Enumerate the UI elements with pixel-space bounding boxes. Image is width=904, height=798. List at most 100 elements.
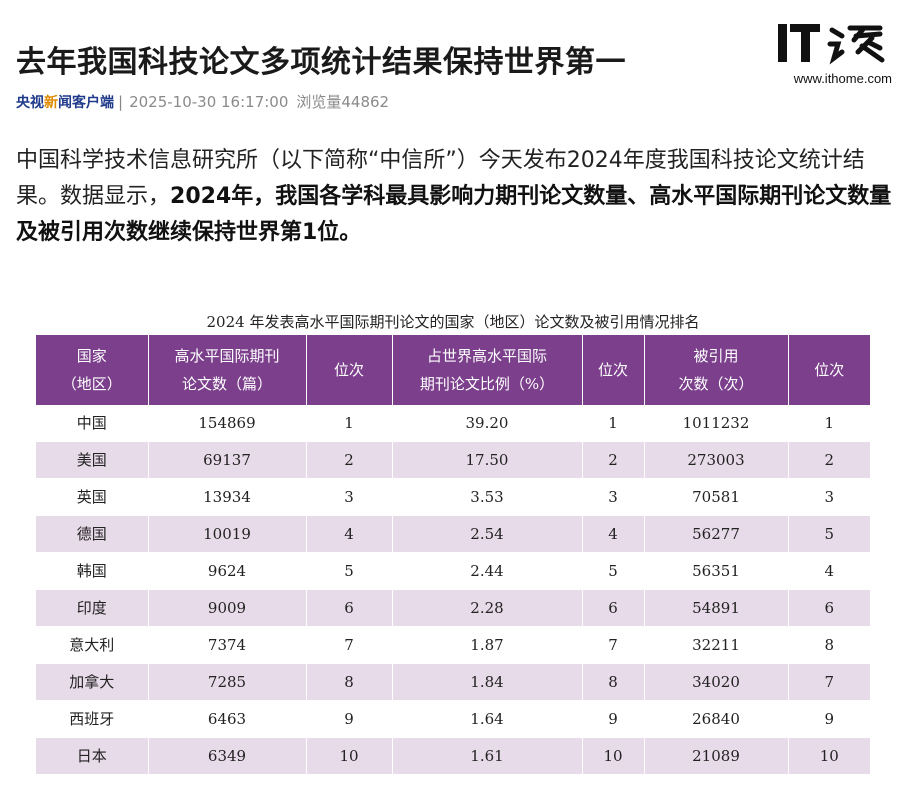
table-row: 意大利 7374 7 1.87 7 32211 8 xyxy=(36,626,870,664)
table-cell: 9 xyxy=(788,700,870,738)
table-cell: 4 xyxy=(582,515,645,553)
table-cell: 8 xyxy=(306,663,393,701)
table-cell: 10019 xyxy=(148,515,307,553)
table-cell: 1.87 xyxy=(392,626,583,664)
table-cell: 1.61 xyxy=(392,737,583,775)
lead-bold-text: 2024年，我国各学科最具影响力期刊论文数量、高水平国际期刊论文数量及被引用次数… xyxy=(16,184,892,245)
table-cell: 3.53 xyxy=(392,478,583,516)
column-header-line: 次数（次） xyxy=(678,375,754,393)
table-caption: 2024 年发表高水平国际期刊论文的国家（地区）论文数及被引用情况排名 xyxy=(206,313,700,331)
table-cell: 1 xyxy=(306,405,393,442)
column-header: 位次 xyxy=(582,335,645,405)
country-cell: 德国 xyxy=(36,515,149,553)
table-cell: 10 xyxy=(306,737,393,775)
table-cell: 5 xyxy=(306,552,393,590)
table-cell: 7 xyxy=(788,663,870,701)
table-cell: 34020 xyxy=(644,663,789,701)
table-cell: 1011232 xyxy=(644,405,789,442)
table-cell: 8 xyxy=(582,663,645,701)
table-row: 德国 10019 4 2.54 4 56277 5 xyxy=(36,515,870,553)
source-name-part1[interactable]: 央视 xyxy=(16,95,44,111)
table-cell: 70581 xyxy=(644,478,789,516)
table-row: 中国 154869 1 39.20 1 1011232 1 xyxy=(36,405,870,442)
table-cell: 1 xyxy=(788,405,870,442)
table-cell: 6349 xyxy=(148,737,307,775)
table-cell: 7285 xyxy=(148,663,307,701)
table-body: 中国 154869 1 39.20 1 1011232 1 美国 69137 2 17.50 2 273… xyxy=(36,405,870,775)
column-header-line: 被引用 xyxy=(693,347,739,365)
source-name-part2[interactable]: 闻客户端 xyxy=(58,95,114,111)
table-row: 加拿大 7285 8 1.84 8 34020 7 xyxy=(36,663,870,701)
table-row: 日本 6349 10 1.61 10 21089 10 xyxy=(36,737,870,775)
table-cell: 1.84 xyxy=(392,663,583,701)
country-cell: 意大利 xyxy=(36,626,149,664)
country-cell: 美国 xyxy=(36,441,149,479)
table-cell: 17.50 xyxy=(392,441,583,479)
table-cell: 4 xyxy=(788,552,870,590)
table-cell: 54891 xyxy=(644,589,789,627)
column-header: 占世界高水平国际 期刊论文比例（%） xyxy=(392,335,583,405)
table-row: 西班牙 6463 9 1.64 9 26840 9 xyxy=(36,700,870,738)
publish-date: 2025-10-30 16:17:00 xyxy=(129,93,289,111)
table-cell: 2.54 xyxy=(392,515,583,553)
table-cell: 13934 xyxy=(148,478,307,516)
table-row: 印度 9009 6 2.28 6 54891 6 xyxy=(36,589,870,627)
table-cell: 2 xyxy=(582,441,645,479)
table-cell: 154869 xyxy=(148,405,307,442)
source-name-accent[interactable]: 新 xyxy=(44,95,58,111)
country-cell: 加拿大 xyxy=(36,663,149,701)
stats-table: 国家 （地区） 高水平国际期刊 论文数（篇） 位次 占世界高水平国际 期刊论文比例（%） 位次… xyxy=(36,335,870,775)
lead-paragraph: 中国科学技术信息研究所（以下简称“中信所”）今天发布2024年度我国科技论文统计… xyxy=(16,143,896,251)
column-header-line: 期刊论文比例（%） xyxy=(419,375,555,393)
table-row: 英国 13934 3 3.53 3 70581 3 xyxy=(36,478,870,516)
ithome-logo[interactable]: www.ithome.com xyxy=(770,18,892,90)
column-header: 高水平国际期刊 论文数（篇） xyxy=(148,335,307,405)
logo-url: www.ithome.com xyxy=(793,71,892,86)
table-cell: 273003 xyxy=(644,441,789,479)
table-cell: 2 xyxy=(788,441,870,479)
table-cell: 3 xyxy=(788,478,870,516)
table-cell: 9624 xyxy=(148,552,307,590)
table-cell: 2 xyxy=(306,441,393,479)
table-header-row: 国家 （地区） 高水平国际期刊 论文数（篇） 位次 占世界高水平国际 期刊论文比例（%） 位次… xyxy=(36,335,870,405)
table-row: 美国 69137 2 17.50 2 273003 2 xyxy=(36,441,870,479)
country-cell: 印度 xyxy=(36,589,149,627)
column-header-line: 位次 xyxy=(814,361,845,379)
view-count: 浏览量44862 xyxy=(296,93,390,111)
table-cell: 39.20 xyxy=(392,405,583,442)
table-cell: 3 xyxy=(582,478,645,516)
table-cell: 2.28 xyxy=(392,589,583,627)
country-cell: 韩国 xyxy=(36,552,149,590)
column-header-line: 位次 xyxy=(597,361,628,379)
table-cell: 3 xyxy=(306,478,393,516)
table-cell: 9009 xyxy=(148,589,307,627)
table-cell: 6 xyxy=(582,589,645,627)
table-cell: 5 xyxy=(788,515,870,553)
country-cell: 英国 xyxy=(36,478,149,516)
table-cell: 1.64 xyxy=(392,700,583,738)
ithome-logo-icon xyxy=(778,24,885,65)
column-header: 位次 xyxy=(788,335,870,405)
country-cell: 中国 xyxy=(36,405,149,442)
table-cell: 5 xyxy=(582,552,645,590)
table-cell: 6463 xyxy=(148,700,307,738)
table-cell: 32211 xyxy=(644,626,789,664)
country-cell: 西班牙 xyxy=(36,700,149,738)
table-cell: 6 xyxy=(306,589,393,627)
table-cell: 4 xyxy=(306,515,393,553)
table-row: 韩国 9624 5 2.44 5 56351 4 xyxy=(36,552,870,590)
column-header: 位次 xyxy=(306,335,393,405)
table-cell: 7 xyxy=(582,626,645,664)
column-header-line: 高水平国际期刊 xyxy=(174,347,280,365)
column-header-line: 论文数（篇） xyxy=(181,375,272,393)
table-cell: 9 xyxy=(306,700,393,738)
table-cell: 26840 xyxy=(644,700,789,738)
column-header-line: 占世界高水平国际 xyxy=(426,347,547,365)
column-header-line: 国家 xyxy=(76,347,107,365)
article-meta: 央视新闻客户端 | 2025-10-30 16:17:00 浏览量44862 xyxy=(16,90,389,114)
table-cell: 10 xyxy=(788,737,870,775)
country-cell: 日本 xyxy=(36,737,149,775)
column-header-line: （地区） xyxy=(61,375,122,393)
table-cell: 21089 xyxy=(644,737,789,775)
table-cell: 6 xyxy=(788,589,870,627)
